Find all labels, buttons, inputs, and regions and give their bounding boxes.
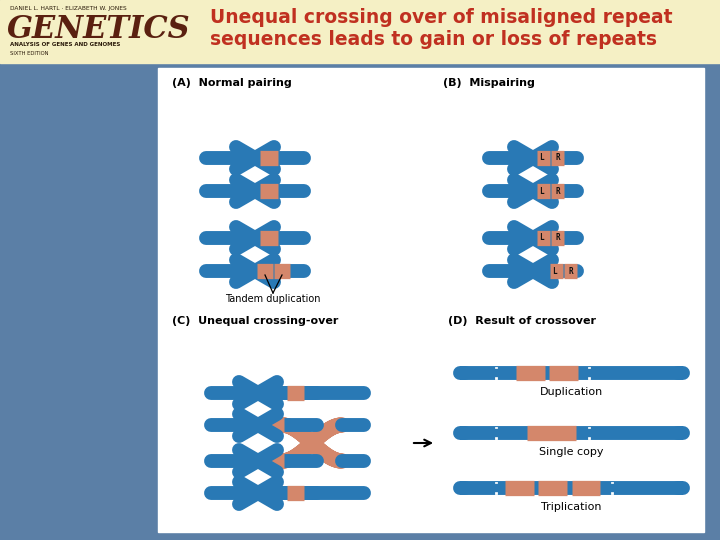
- Text: Duplication: Duplication: [540, 387, 603, 397]
- Text: Tandem duplication: Tandem duplication: [225, 294, 320, 304]
- Text: ANALYSIS OF GENES AND GENOMES: ANALYSIS OF GENES AND GENOMES: [10, 42, 120, 47]
- Text: GENETICS: GENETICS: [7, 14, 191, 45]
- Text: R: R: [568, 267, 573, 275]
- Text: R: R: [555, 153, 560, 163]
- Text: Unequal crossing over of misaligned repeat: Unequal crossing over of misaligned repe…: [210, 8, 672, 27]
- Text: (A)  Normal pairing: (A) Normal pairing: [172, 78, 292, 88]
- Bar: [158, 68, 704, 532]
- Text: DANIEL L. HARTL · ELIZABETH W. JONES: DANIEL L. HARTL · ELIZABETH W. JONES: [10, 6, 127, 11]
- Text: Single copy: Single copy: [539, 447, 604, 457]
- Text: R: R: [555, 233, 560, 242]
- Text: L: L: [552, 267, 557, 275]
- Bar: [0, 0, 720, 63]
- Text: L: L: [539, 233, 544, 242]
- Text: (C)  Unequal crossing-over: (C) Unequal crossing-over: [172, 316, 338, 326]
- Text: L: L: [539, 186, 544, 195]
- Text: R: R: [555, 186, 560, 195]
- Text: SIXTH EDITION: SIXTH EDITION: [10, 51, 48, 56]
- Text: Triplication: Triplication: [541, 502, 602, 512]
- Text: (B)  Mispairing: (B) Mispairing: [443, 78, 535, 88]
- Text: sequences leads to gain or loss of repeats: sequences leads to gain or loss of repea…: [210, 30, 657, 49]
- Text: L: L: [539, 153, 544, 163]
- Text: (D)  Result of crossover: (D) Result of crossover: [448, 316, 596, 326]
